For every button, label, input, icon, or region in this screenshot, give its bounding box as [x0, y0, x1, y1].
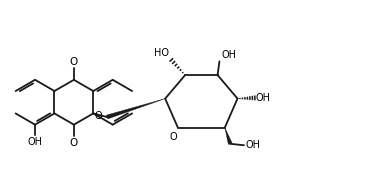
Text: OH: OH — [245, 140, 261, 150]
Polygon shape — [225, 127, 232, 144]
Text: O: O — [70, 57, 78, 67]
Text: O: O — [70, 138, 78, 148]
Text: O: O — [94, 111, 102, 121]
Text: HO: HO — [154, 48, 169, 58]
Text: OH: OH — [221, 50, 236, 60]
Polygon shape — [106, 99, 165, 119]
Text: OH: OH — [27, 137, 43, 147]
Text: OH: OH — [256, 93, 271, 103]
Text: O: O — [170, 132, 177, 142]
